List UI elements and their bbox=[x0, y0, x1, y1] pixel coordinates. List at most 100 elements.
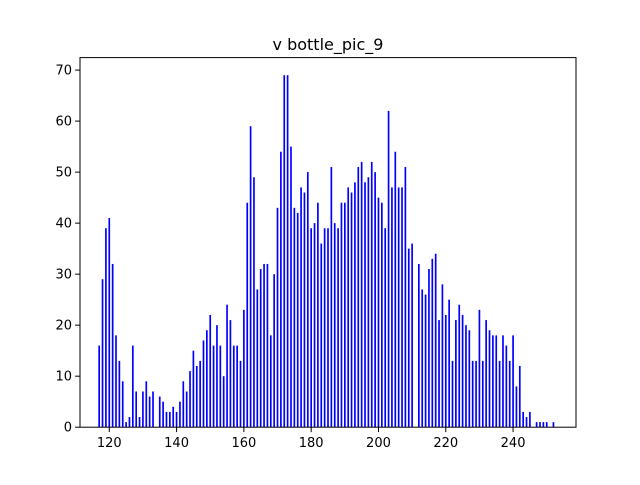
bar-247 bbox=[535, 422, 538, 428]
bar-232 bbox=[485, 320, 487, 428]
bar-152 bbox=[216, 325, 218, 428]
bar-150 bbox=[209, 314, 212, 428]
bar-175 bbox=[293, 207, 296, 428]
bar-182 bbox=[317, 202, 319, 428]
bar-235 bbox=[495, 335, 498, 428]
bar-184 bbox=[323, 228, 326, 428]
bar-239 bbox=[508, 360, 511, 428]
bar-237 bbox=[502, 335, 504, 428]
bar-222 bbox=[451, 360, 454, 428]
bar-164 bbox=[256, 289, 259, 428]
bar-185 bbox=[327, 228, 329, 428]
bar-206 bbox=[397, 187, 400, 428]
bar-155 bbox=[226, 304, 228, 428]
bar-233 bbox=[488, 330, 491, 428]
bar-167 bbox=[266, 263, 269, 428]
bar-120 bbox=[108, 218, 111, 428]
bar-190 bbox=[343, 202, 346, 428]
chart-title: v bottle_pic_9 bbox=[273, 35, 384, 55]
bar-158 bbox=[236, 345, 238, 428]
bar-212 bbox=[418, 263, 420, 428]
bar-244 bbox=[525, 417, 528, 428]
bar-170 bbox=[276, 207, 279, 428]
bar-238 bbox=[505, 345, 508, 428]
bar-153 bbox=[219, 345, 222, 428]
bar-117 bbox=[98, 345, 101, 428]
x-tick-label-160: 160 bbox=[231, 436, 256, 451]
bar-130 bbox=[142, 391, 144, 428]
bar-145 bbox=[192, 350, 195, 428]
bar-125 bbox=[125, 422, 127, 428]
bar-205 bbox=[394, 151, 397, 428]
bar-214 bbox=[424, 294, 427, 428]
x-tick-label-200: 200 bbox=[366, 436, 391, 451]
bar-162 bbox=[249, 126, 252, 428]
bar-191 bbox=[347, 187, 350, 428]
bar-143 bbox=[185, 391, 188, 428]
bar-135 bbox=[158, 396, 161, 428]
bar-178 bbox=[303, 192, 306, 428]
bar-142 bbox=[182, 381, 185, 428]
bar-129 bbox=[138, 417, 141, 428]
bar-219 bbox=[441, 284, 444, 428]
bar-177 bbox=[300, 187, 302, 428]
bar-226 bbox=[465, 325, 467, 428]
y-tick-label-40: 40 bbox=[55, 217, 72, 232]
y-tick-label-10: 10 bbox=[55, 370, 72, 385]
bar-169 bbox=[273, 274, 275, 428]
bar-140 bbox=[175, 411, 178, 428]
bar-171 bbox=[280, 151, 282, 428]
bar-207 bbox=[401, 187, 403, 428]
bar-197 bbox=[367, 177, 370, 428]
bar-139 bbox=[172, 406, 175, 428]
y-tick-label-70: 70 bbox=[55, 64, 72, 79]
bar-252 bbox=[552, 422, 555, 428]
bar-186 bbox=[330, 167, 333, 428]
y-tick-label-50: 50 bbox=[55, 166, 72, 181]
bar-123 bbox=[118, 360, 121, 428]
bar-121 bbox=[111, 263, 114, 428]
bar-154 bbox=[222, 376, 225, 428]
y-tick-label-30: 30 bbox=[55, 268, 72, 283]
bar-161 bbox=[246, 202, 249, 428]
bar-204 bbox=[391, 187, 393, 428]
bar-144 bbox=[189, 371, 191, 428]
bar-137 bbox=[165, 411, 168, 428]
bar-160 bbox=[243, 309, 245, 428]
bar-243 bbox=[522, 411, 525, 428]
bar-200 bbox=[377, 197, 380, 428]
bar-183 bbox=[320, 243, 323, 428]
bar-221 bbox=[448, 299, 450, 428]
bar-201 bbox=[381, 202, 383, 428]
bar-138 bbox=[169, 411, 171, 428]
bar-231 bbox=[481, 360, 484, 428]
bar-149 bbox=[206, 330, 208, 428]
bar-236 bbox=[498, 360, 501, 428]
bar-215 bbox=[428, 269, 430, 428]
bar-132 bbox=[148, 396, 151, 428]
bar-141 bbox=[179, 401, 181, 428]
bar-136 bbox=[162, 401, 164, 428]
bar-198 bbox=[370, 161, 373, 428]
bar-174 bbox=[290, 146, 292, 428]
bar-128 bbox=[135, 391, 138, 428]
bar-188 bbox=[337, 228, 339, 428]
bar-225 bbox=[461, 314, 464, 428]
bar-195 bbox=[360, 161, 363, 428]
bar-249 bbox=[542, 422, 545, 428]
bar-131 bbox=[145, 381, 148, 428]
y-tick-label-60: 60 bbox=[55, 115, 72, 130]
bar-224 bbox=[458, 304, 461, 428]
bar-223 bbox=[455, 320, 457, 428]
bar-230 bbox=[478, 309, 481, 428]
bar-216 bbox=[431, 258, 434, 428]
bar-122 bbox=[115, 335, 117, 428]
bar-165 bbox=[259, 269, 262, 428]
y-tick-label-0: 0 bbox=[64, 421, 72, 436]
bar-124 bbox=[121, 381, 124, 428]
bar-199 bbox=[374, 172, 376, 428]
bar-248 bbox=[539, 422, 541, 428]
bar-192 bbox=[350, 192, 353, 428]
x-tick-label-240: 240 bbox=[501, 436, 526, 451]
bar-187 bbox=[333, 223, 336, 428]
